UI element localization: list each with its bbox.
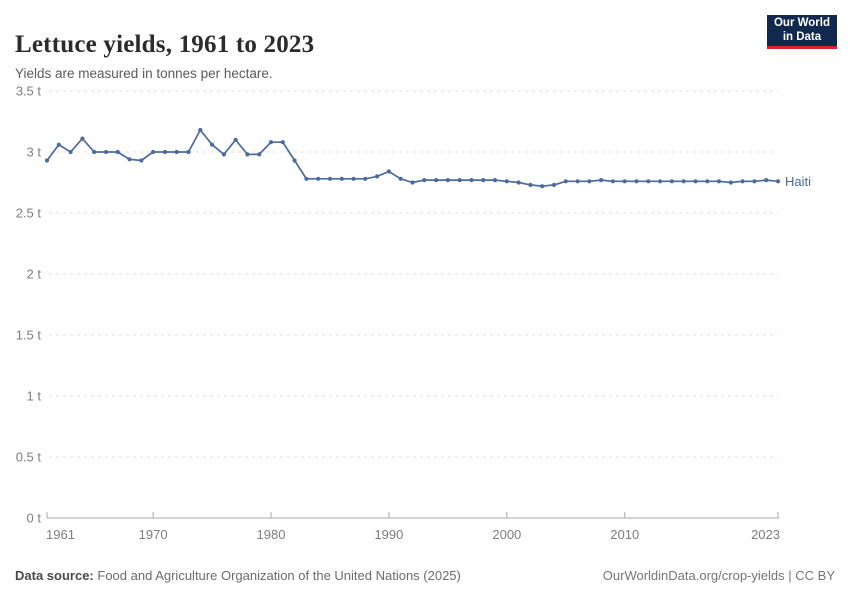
data-point[interactable] <box>540 184 545 189</box>
data-point[interactable] <box>162 149 167 155</box>
data-point[interactable] <box>268 140 274 145</box>
data-point[interactable] <box>646 179 651 184</box>
data-point[interactable] <box>127 157 132 162</box>
y-tick-label: 3 t <box>27 145 42 160</box>
data-source-text: Food and Agriculture Organization of the… <box>97 568 461 583</box>
data-point[interactable] <box>599 178 604 183</box>
y-tick-label: 3.5 t <box>16 84 42 99</box>
data-point[interactable] <box>492 178 498 183</box>
data-point[interactable] <box>115 149 120 155</box>
data-point[interactable] <box>528 182 533 187</box>
y-tick-label: 2.5 t <box>16 206 42 221</box>
data-point[interactable] <box>139 158 144 163</box>
data-point[interactable] <box>233 137 238 142</box>
footer-separator: | <box>788 568 792 583</box>
data-point[interactable] <box>669 179 675 184</box>
x-tick-label: 1990 <box>374 527 403 542</box>
owid-logo-line2: in Data <box>782 30 822 43</box>
y-tick-label: 0.5 t <box>16 450 42 465</box>
data-point[interactable] <box>422 178 427 183</box>
chart-footer: Data source: Food and Agriculture Organi… <box>15 568 835 583</box>
data-point[interactable] <box>469 178 474 183</box>
data-point[interactable] <box>210 142 215 147</box>
data-point[interactable] <box>563 179 568 184</box>
data-point[interactable] <box>327 176 333 181</box>
data-point[interactable] <box>363 176 368 181</box>
data-point[interactable] <box>752 179 757 184</box>
data-point[interactable] <box>56 142 61 147</box>
chart-subtitle: Yields are measured in tonnes per hectar… <box>15 65 273 81</box>
data-source-label: Data source: <box>15 568 94 583</box>
y-tick-label: 2 t <box>27 267 42 282</box>
data-point[interactable] <box>434 178 439 183</box>
data-point[interactable] <box>764 178 769 183</box>
data-point[interactable] <box>693 179 698 184</box>
data-point[interactable] <box>44 158 50 163</box>
data-point[interactable] <box>386 169 391 174</box>
x-tick-label: 1970 <box>139 527 168 542</box>
data-point[interactable] <box>610 179 616 184</box>
data-source-note: Data source: Food and Agriculture Organi… <box>15 568 461 583</box>
data-point[interactable] <box>103 149 109 155</box>
series-line[interactable] <box>46 129 779 188</box>
data-point[interactable] <box>292 158 297 163</box>
y-tick-label: 1.5 t <box>16 328 42 343</box>
license-label: CC BY <box>795 568 835 583</box>
page-title: Lettuce yields, 1961 to 2023 <box>15 30 315 58</box>
data-point[interactable] <box>257 152 262 157</box>
data-point[interactable] <box>280 140 285 145</box>
owid-url-link[interactable]: OurWorldinData.org/crop-yields <box>602 568 785 583</box>
data-point[interactable] <box>481 178 486 183</box>
x-tick-label: 2010 <box>610 527 639 542</box>
x-tick-label: 2000 <box>492 527 521 542</box>
data-point[interactable] <box>457 178 462 183</box>
data-point[interactable] <box>681 179 686 184</box>
data-point[interactable] <box>186 149 191 155</box>
y-tick-label: 0 t <box>27 511 42 526</box>
data-point[interactable] <box>316 176 321 181</box>
data-point[interactable] <box>516 180 521 185</box>
data-point[interactable] <box>705 179 710 184</box>
owid-logo[interactable]: Our World in Data <box>767 15 837 49</box>
data-point[interactable] <box>198 127 203 133</box>
data-point[interactable] <box>587 179 592 184</box>
x-tick-label: 1980 <box>257 527 286 542</box>
data-point[interactable] <box>445 178 450 183</box>
data-point[interactable] <box>245 152 250 157</box>
data-point[interactable] <box>728 180 733 185</box>
data-point[interactable] <box>504 179 509 184</box>
y-tick-label: 1 t <box>27 389 42 404</box>
data-point[interactable] <box>351 176 356 181</box>
data-point[interactable] <box>622 179 627 184</box>
data-point[interactable] <box>80 136 85 141</box>
data-point[interactable] <box>339 176 344 181</box>
entity-label[interactable]: Haiti <box>785 174 811 189</box>
data-point[interactable] <box>658 179 663 184</box>
data-point[interactable] <box>151 149 156 155</box>
data-point[interactable] <box>716 179 722 184</box>
data-point[interactable] <box>174 149 179 155</box>
data-point[interactable] <box>740 179 745 184</box>
x-tick-label: 1961 <box>46 527 75 542</box>
data-point[interactable] <box>551 182 557 187</box>
data-point[interactable] <box>775 179 781 184</box>
owid-logo-text: Our World in Data <box>774 17 830 45</box>
owid-logo-line1: Our World <box>773 16 830 29</box>
data-point[interactable] <box>634 179 639 184</box>
footer-attribution: OurWorldinData.org/crop-yields | CC BY <box>603 568 835 583</box>
data-point[interactable] <box>304 176 309 181</box>
data-point[interactable] <box>410 180 415 185</box>
data-point[interactable] <box>221 152 226 157</box>
data-point[interactable] <box>575 179 580 184</box>
data-point[interactable] <box>92 149 97 155</box>
data-point[interactable] <box>398 176 403 181</box>
data-point[interactable] <box>375 174 380 179</box>
x-tick-label: 2023 <box>751 527 780 542</box>
data-point[interactable] <box>68 149 73 155</box>
